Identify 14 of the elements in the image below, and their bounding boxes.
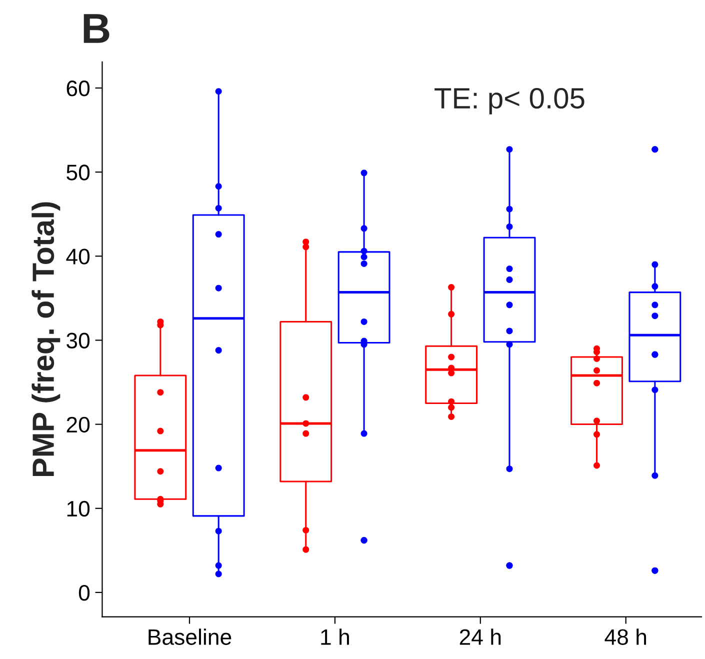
y-tick-label: 0 [78,584,90,601]
y-tick-label: 50 [66,164,90,180]
y-tick-label: 40 [66,248,90,264]
y-axis-title: PMP (freq. of Total) [32,202,60,476]
y-tick-label: 30 [66,332,90,348]
x-tick-label: 1 h [321,628,349,645]
y-tick-label: 20 [66,416,90,433]
x-tick-label: 24 h [460,628,501,645]
chart-title: B [84,14,110,43]
y-tick-label: 60 [66,80,90,96]
y-tick-label: 10 [67,500,90,517]
x-tick-label: Baseline [148,628,232,645]
annotation: TE: p< 0.05 [434,88,584,114]
x-tick-label: 48 h [604,628,646,645]
